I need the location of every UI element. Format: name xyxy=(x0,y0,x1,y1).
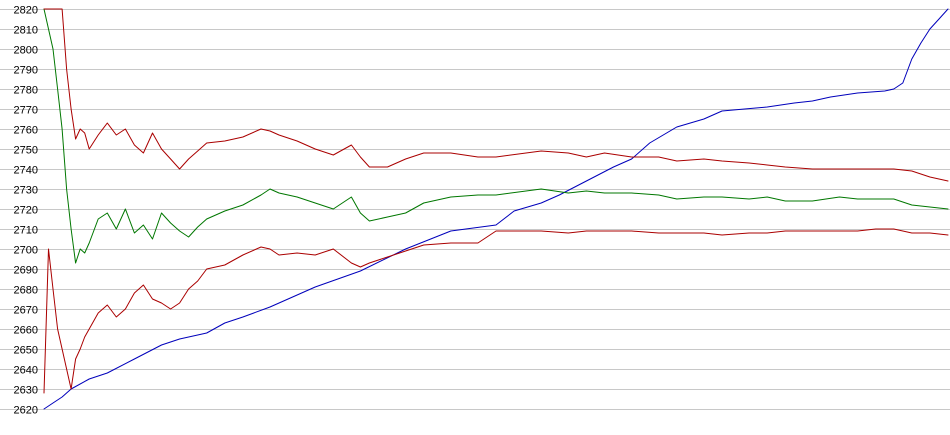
y-tick-label: 2720 xyxy=(14,205,38,217)
y-tick-label: 2760 xyxy=(14,125,38,137)
y-tick-label: 2800 xyxy=(14,45,38,57)
y-tick-label: 2790 xyxy=(14,65,38,77)
y-tick-label: 2630 xyxy=(14,385,38,397)
y-tick-label: 2740 xyxy=(14,165,38,177)
y-tick-label: 2620 xyxy=(14,405,38,417)
y-tick-label: 2750 xyxy=(14,145,38,157)
y-tick-label: 2640 xyxy=(14,365,38,377)
y-tick-label: 2650 xyxy=(14,345,38,357)
grid-lines xyxy=(0,9,950,410)
y-tick-label: 2670 xyxy=(14,305,38,317)
y-tick-label: 2710 xyxy=(14,225,38,237)
series-line-3 xyxy=(43,228,949,394)
series-lines xyxy=(43,8,949,410)
y-tick-label: 2730 xyxy=(14,185,38,197)
y-tick-label: 2810 xyxy=(14,25,38,37)
y-tick-label: 2700 xyxy=(14,245,38,257)
y-tick-label: 2770 xyxy=(14,105,38,117)
series-line-1 xyxy=(43,8,949,410)
y-tick-labels: 2620 2630 2640 2650 2660 2670 2680 2690 2700 2710… xyxy=(14,5,38,417)
series-line-4 xyxy=(43,8,949,182)
y-tick-label: 2680 xyxy=(14,285,38,297)
y-tick-label: 2820 xyxy=(14,5,38,17)
series-line-2 xyxy=(43,8,949,264)
y-tick-label: 2690 xyxy=(14,265,38,277)
y-tick-label: 2780 xyxy=(14,85,38,97)
y-tick-label: 2660 xyxy=(14,325,38,337)
